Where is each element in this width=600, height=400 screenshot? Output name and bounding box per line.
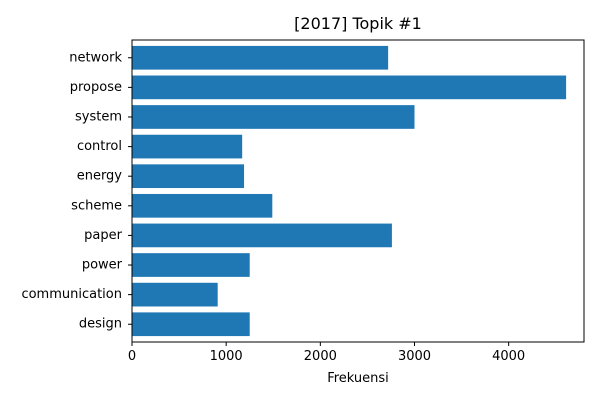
bar-paper bbox=[132, 223, 392, 248]
bar-control bbox=[132, 134, 243, 159]
plot-frame bbox=[131, 39, 585, 343]
y-tick-label-energy: energy bbox=[77, 169, 123, 184]
chart-title: [2017] Topik #1 bbox=[294, 14, 422, 33]
x-tick-label-1000: 1000 bbox=[210, 349, 243, 364]
x-tick-labels: 0 1000 2000 3000 4000 bbox=[128, 342, 525, 364]
y-tick-label-communication: communication bbox=[21, 287, 122, 302]
x-tick-label-4000: 4000 bbox=[492, 349, 525, 364]
y-tick-label-paper: paper bbox=[84, 228, 122, 243]
y-tick-label-scheme: scheme bbox=[71, 198, 122, 213]
bar-design bbox=[132, 312, 250, 337]
y-tick-label-control: control bbox=[77, 139, 122, 154]
y-tick-label-design: design bbox=[79, 317, 122, 332]
bars-group bbox=[132, 45, 567, 337]
bar-power bbox=[132, 253, 250, 277]
bar-network bbox=[132, 45, 389, 70]
y-tick-label-system: system bbox=[75, 109, 122, 124]
y-tick-label-network: network bbox=[69, 50, 122, 65]
y-tick-labels: network propose system control energy scheme p… bbox=[21, 50, 132, 332]
bar-scheme bbox=[132, 193, 273, 218]
bar-system bbox=[132, 105, 415, 129]
x-tick-label-3000: 3000 bbox=[398, 349, 431, 364]
x-tick-label-0: 0 bbox=[128, 349, 136, 364]
x-axis-label: Frekuensi bbox=[327, 371, 389, 386]
x-tick-label-2000: 2000 bbox=[304, 349, 337, 364]
bar-communication bbox=[132, 282, 218, 307]
bar-propose bbox=[132, 75, 567, 100]
y-tick-label-propose: propose bbox=[70, 80, 122, 95]
bar-energy bbox=[132, 164, 245, 189]
y-tick-label-power: power bbox=[82, 258, 123, 273]
